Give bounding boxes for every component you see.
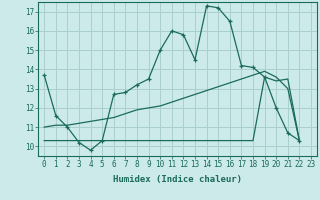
X-axis label: Humidex (Indice chaleur): Humidex (Indice chaleur) bbox=[113, 175, 242, 184]
